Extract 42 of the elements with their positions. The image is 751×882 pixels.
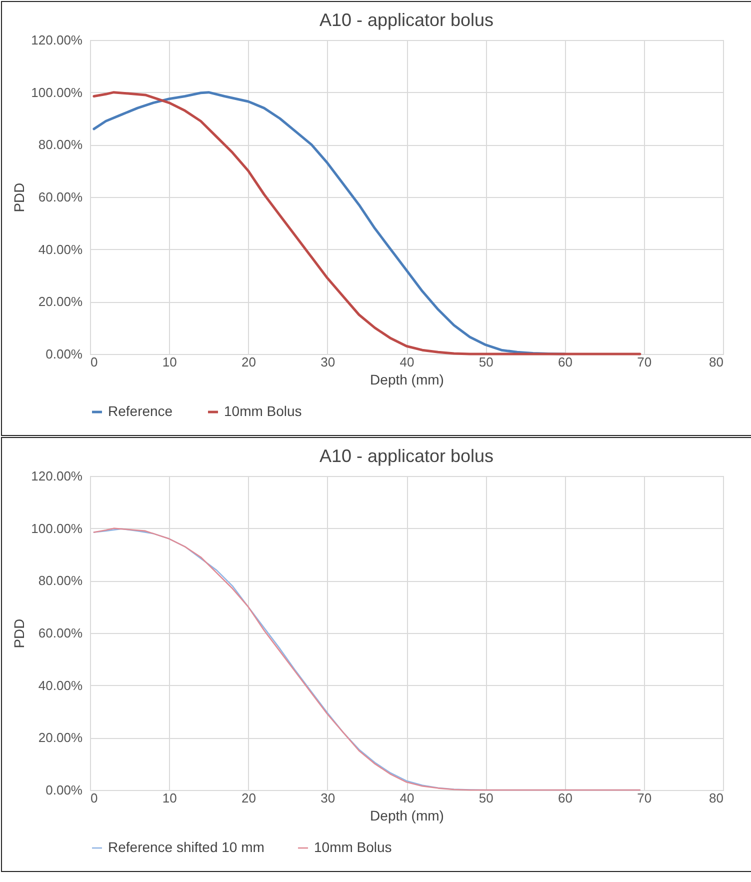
x-tick-label: 10 bbox=[162, 354, 177, 370]
x-tick-label: 30 bbox=[320, 790, 336, 806]
x-tick-label: 40 bbox=[400, 790, 414, 806]
x-tick-label: 80 bbox=[709, 790, 724, 806]
y-tick-label: 80.00% bbox=[38, 573, 83, 588]
chart-title: A10 - applicator bolus bbox=[319, 446, 494, 466]
x-tick-label: 70 bbox=[637, 790, 652, 806]
y-tick-label: 60.00% bbox=[38, 190, 83, 204]
legend-label: Reference bbox=[108, 403, 173, 419]
legend-label: 10mm Bolus bbox=[314, 839, 392, 855]
x-tick-label: 70 bbox=[637, 354, 652, 370]
y-tick-label: 100.00% bbox=[31, 84, 83, 100]
x-tick-label: 0 bbox=[90, 790, 98, 806]
x-tick-label: 50 bbox=[478, 354, 494, 370]
y-tick-label: 120.00% bbox=[31, 32, 83, 48]
x-tick-label: 30 bbox=[320, 354, 336, 370]
legend-label: Reference shifted 10 mm bbox=[108, 839, 264, 855]
x-tick-label: 0 bbox=[90, 354, 98, 370]
x-tick-label: 20 bbox=[242, 790, 256, 806]
y-tick-label: 0.00% bbox=[46, 782, 83, 798]
y-tick-label: 40.00% bbox=[38, 242, 83, 257]
x-tick-label: 60 bbox=[558, 790, 572, 806]
x-tick-label: 20 bbox=[242, 354, 256, 370]
x-axis-title: Depth (mm) bbox=[370, 808, 444, 824]
y-tick-label: 80.00% bbox=[38, 137, 83, 152]
y-tick-label: 20.00% bbox=[38, 730, 83, 746]
x-axis-title: Depth (mm) bbox=[370, 372, 444, 388]
x-tick-label: 50 bbox=[478, 790, 494, 806]
y-tick-label: 100.00% bbox=[31, 520, 83, 536]
y-tick-label: 40.00% bbox=[38, 678, 83, 693]
x-tick-label: 80 bbox=[709, 354, 724, 370]
y-tick-label: 60.00% bbox=[38, 626, 83, 640]
x-tick-label: 40 bbox=[400, 354, 414, 370]
y-tick-label: 20.00% bbox=[38, 294, 83, 310]
y-axis-title: PDD bbox=[11, 182, 28, 212]
y-axis-title: PDD bbox=[11, 618, 28, 648]
legend-label: 10mm Bolus bbox=[224, 403, 302, 419]
x-tick-label: 10 bbox=[162, 790, 177, 806]
y-tick-label: 0.00% bbox=[46, 346, 83, 362]
chart-title: A10 - applicator bolus bbox=[319, 10, 494, 30]
y-tick-label: 120.00% bbox=[31, 468, 83, 484]
x-tick-label: 60 bbox=[558, 354, 572, 370]
